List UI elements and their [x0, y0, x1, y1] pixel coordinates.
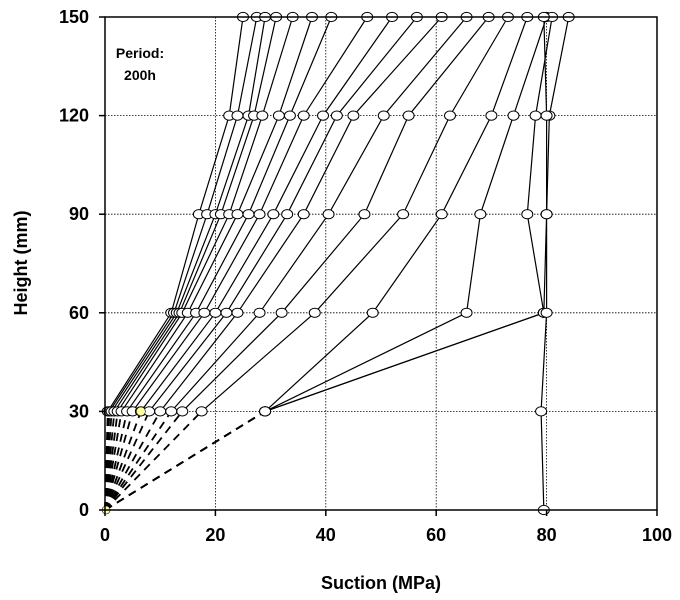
data-point [272, 110, 285, 121]
annotation-line-2: 200h [124, 67, 156, 83]
data-point [154, 406, 167, 417]
series-base-segment [104, 410, 172, 511]
tick-group: 0 20 40 60 80 100 0 30 60 90 120 150 [59, 7, 672, 545]
data-point [231, 209, 244, 220]
x-axis-title: Suction (MPa) [321, 573, 441, 593]
series-base-segment [104, 410, 266, 511]
data-point [529, 110, 542, 121]
series-base-segment [104, 411, 150, 511]
data-point [231, 110, 244, 121]
y-tick-label: 120 [59, 106, 89, 126]
data-point [308, 307, 321, 318]
series-base-segment [540, 411, 545, 511]
plot-background [105, 17, 657, 510]
y-tick-label: 30 [69, 401, 89, 421]
data-point [377, 110, 390, 121]
data-point [540, 307, 553, 318]
annotation-line-1: Period: [116, 45, 164, 61]
series-base-segment [104, 410, 203, 511]
data-point [347, 110, 360, 121]
data-point [402, 110, 415, 121]
x-tick-label: 100 [642, 525, 672, 545]
data-point [283, 110, 296, 121]
data-point [242, 209, 255, 220]
x-tick-label: 80 [537, 525, 557, 545]
data-point [253, 209, 266, 220]
data-point [198, 307, 211, 318]
data-point [460, 307, 473, 318]
x-tick-label: 0 [100, 525, 110, 545]
series-base-segment [104, 411, 142, 511]
x-tick-label: 20 [205, 525, 225, 545]
data-point [220, 307, 233, 318]
series-base-segment [104, 411, 134, 511]
data-point [535, 406, 548, 417]
data-point [317, 110, 330, 121]
y-tick-label: 60 [69, 303, 89, 323]
data-point [358, 209, 371, 220]
data-point [540, 209, 553, 220]
data-point [507, 110, 520, 121]
data-point [253, 307, 266, 318]
data-point [485, 110, 498, 121]
plot-frame [104, 16, 658, 511]
data-point [281, 209, 294, 220]
data-point [209, 307, 222, 318]
y-tick-label: 90 [69, 204, 89, 224]
series-base-segment [104, 410, 183, 511]
highlight-point [136, 406, 146, 417]
data-point [165, 406, 178, 417]
data-point [521, 209, 534, 220]
data-point [322, 209, 335, 220]
data-point [267, 209, 280, 220]
data-point [297, 110, 310, 121]
series-base-segment [104, 410, 161, 511]
data-point [474, 209, 487, 220]
data-point [435, 209, 448, 220]
x-tick-label: 60 [426, 525, 446, 545]
data-point [444, 110, 456, 121]
points-group [101, 11, 575, 516]
data-point [176, 406, 189, 417]
data-point [366, 307, 379, 318]
data-point [297, 209, 310, 220]
x-tick-label: 40 [316, 525, 336, 545]
data-point [330, 110, 343, 121]
data-point [275, 307, 288, 318]
data-point [259, 406, 272, 417]
y-tick-label: 0 [79, 500, 89, 520]
y-tick-label: 150 [59, 7, 89, 27]
y-axis-title: Height (mm) [11, 211, 31, 316]
data-point [397, 209, 410, 220]
data-point [195, 406, 208, 417]
data-point [540, 110, 553, 121]
data-point [231, 307, 244, 318]
data-point [256, 110, 269, 121]
